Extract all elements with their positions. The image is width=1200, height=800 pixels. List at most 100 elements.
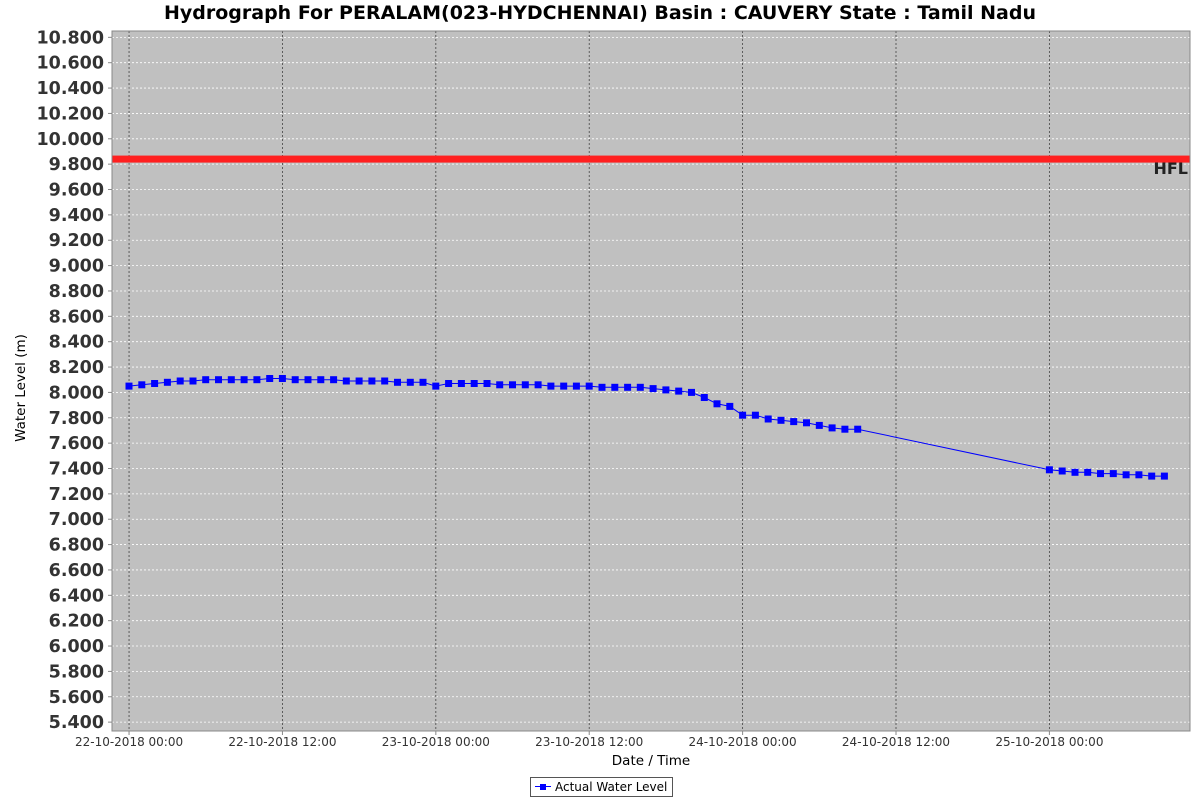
y-tick-label: 9.600 xyxy=(49,181,104,201)
data-point xyxy=(1097,470,1104,478)
data-point xyxy=(764,415,772,423)
data-point xyxy=(368,377,376,385)
data-point xyxy=(394,378,401,386)
data-point xyxy=(470,380,478,387)
plot-area xyxy=(112,31,1190,731)
data-point xyxy=(483,380,491,387)
data-point xyxy=(636,383,644,391)
chart-title: Hydrograph For PERALAM(023-HYDCHENNAI) B… xyxy=(163,2,1037,24)
x-tick-label: 24-10-2018 00:00 xyxy=(689,735,797,749)
data-point xyxy=(278,375,286,382)
y-tick-label: 8.200 xyxy=(49,358,104,378)
y-axis-ticks: 5.400 5.600 5.800 6.000 6.200 6.400 6.600 6.800… xyxy=(36,28,112,733)
data-point xyxy=(1058,467,1066,475)
data-point xyxy=(342,377,350,385)
y-tick-label: 6.400 xyxy=(49,586,104,606)
x-tick-label: 22-10-2018 00:00 xyxy=(75,735,183,749)
y-tick-label: 9.400 xyxy=(49,206,104,226)
data-point xyxy=(790,418,798,426)
data-point xyxy=(432,382,440,390)
data-point xyxy=(138,381,146,389)
data-point xyxy=(304,376,312,384)
y-tick-label: 8.400 xyxy=(49,333,104,353)
data-point xyxy=(189,377,197,385)
y-tick-label: 9.000 xyxy=(49,257,104,277)
y-tick-label: 8.000 xyxy=(49,383,104,403)
x-tick-label: 23-10-2018 00:00 xyxy=(382,735,490,749)
y-tick-label: 5.400 xyxy=(49,713,104,733)
data-point xyxy=(815,421,823,429)
y-tick-label: 7.600 xyxy=(49,434,104,454)
plot-border xyxy=(111,30,1191,732)
data-point xyxy=(854,425,862,433)
data-point xyxy=(1148,472,1156,480)
data-point xyxy=(240,376,248,384)
y-tick-label: 7.800 xyxy=(49,409,104,429)
legend-series-label: Actual Water Level xyxy=(555,780,668,794)
data-point xyxy=(662,386,670,394)
y-tick-label: 8.800 xyxy=(49,282,104,302)
data-point xyxy=(828,424,836,432)
data-point xyxy=(202,376,210,384)
series-group xyxy=(125,375,1168,480)
data-point xyxy=(317,376,325,384)
x-axis-ticks: 22-10-2018 00:00 22-10-2018 12:00 23-10-20… xyxy=(75,731,1103,749)
data-point xyxy=(1084,468,1092,476)
x-tick-label: 22-10-2018 12:00 xyxy=(228,735,336,749)
grid-lines xyxy=(112,31,1190,731)
data-point xyxy=(1109,470,1117,478)
data-point xyxy=(777,416,785,424)
data-point xyxy=(841,425,849,433)
data-point xyxy=(253,376,261,384)
data-point xyxy=(675,387,683,395)
data-point xyxy=(751,411,759,419)
data-point xyxy=(176,377,184,385)
y-tick-label: 7.400 xyxy=(49,460,104,480)
y-tick-label: 10.200 xyxy=(36,104,104,124)
data-point xyxy=(1071,468,1079,476)
data-point xyxy=(1122,471,1130,479)
data-point xyxy=(381,377,389,385)
data-point xyxy=(624,383,632,391)
y-tick-label: 6.000 xyxy=(49,637,104,657)
x-axis-label: Date / Time xyxy=(612,753,690,769)
data-point xyxy=(585,382,593,390)
data-point xyxy=(739,411,747,419)
x-tick-label: 25-10-2018 00:00 xyxy=(995,735,1103,749)
y-tick-label: 10.800 xyxy=(36,28,104,48)
data-point xyxy=(688,388,695,396)
data-point xyxy=(406,378,414,386)
y-tick-label: 9.200 xyxy=(49,231,104,251)
data-point xyxy=(509,381,516,389)
data-point xyxy=(496,381,504,389)
y-axis-label: Water Level (m) xyxy=(13,334,29,442)
data-point xyxy=(215,376,222,384)
data-point xyxy=(1045,466,1053,474)
data-point xyxy=(713,400,721,408)
y-tick-label: 5.800 xyxy=(49,662,104,682)
y-tick-label: 10.600 xyxy=(36,54,104,74)
data-point xyxy=(355,377,363,385)
data-point xyxy=(534,381,542,389)
data-point xyxy=(700,394,708,401)
data-point xyxy=(1135,471,1143,479)
legend-series-swatch xyxy=(535,782,551,792)
data-point xyxy=(572,382,580,390)
y-tick-label: 7.200 xyxy=(49,485,104,505)
reference-line-group: HFL xyxy=(112,155,1190,178)
hfl-label: HFL xyxy=(1153,159,1188,178)
data-point xyxy=(163,378,171,386)
data-point xyxy=(611,383,619,391)
data-point xyxy=(598,383,606,391)
y-tick-label: 7.000 xyxy=(49,510,104,530)
y-tick-label: 6.200 xyxy=(49,612,104,632)
data-point xyxy=(445,380,453,387)
data-point xyxy=(330,376,338,384)
data-point xyxy=(227,376,235,384)
data-point xyxy=(547,382,555,390)
data-point xyxy=(291,376,299,384)
data-point xyxy=(1160,472,1168,480)
data-point xyxy=(649,385,657,393)
y-tick-label: 10.000 xyxy=(36,130,104,150)
